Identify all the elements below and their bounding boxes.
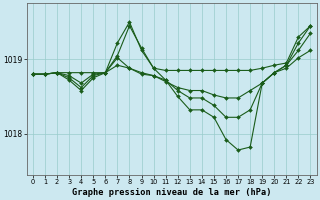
X-axis label: Graphe pression niveau de la mer (hPa): Graphe pression niveau de la mer (hPa) bbox=[72, 188, 271, 197]
